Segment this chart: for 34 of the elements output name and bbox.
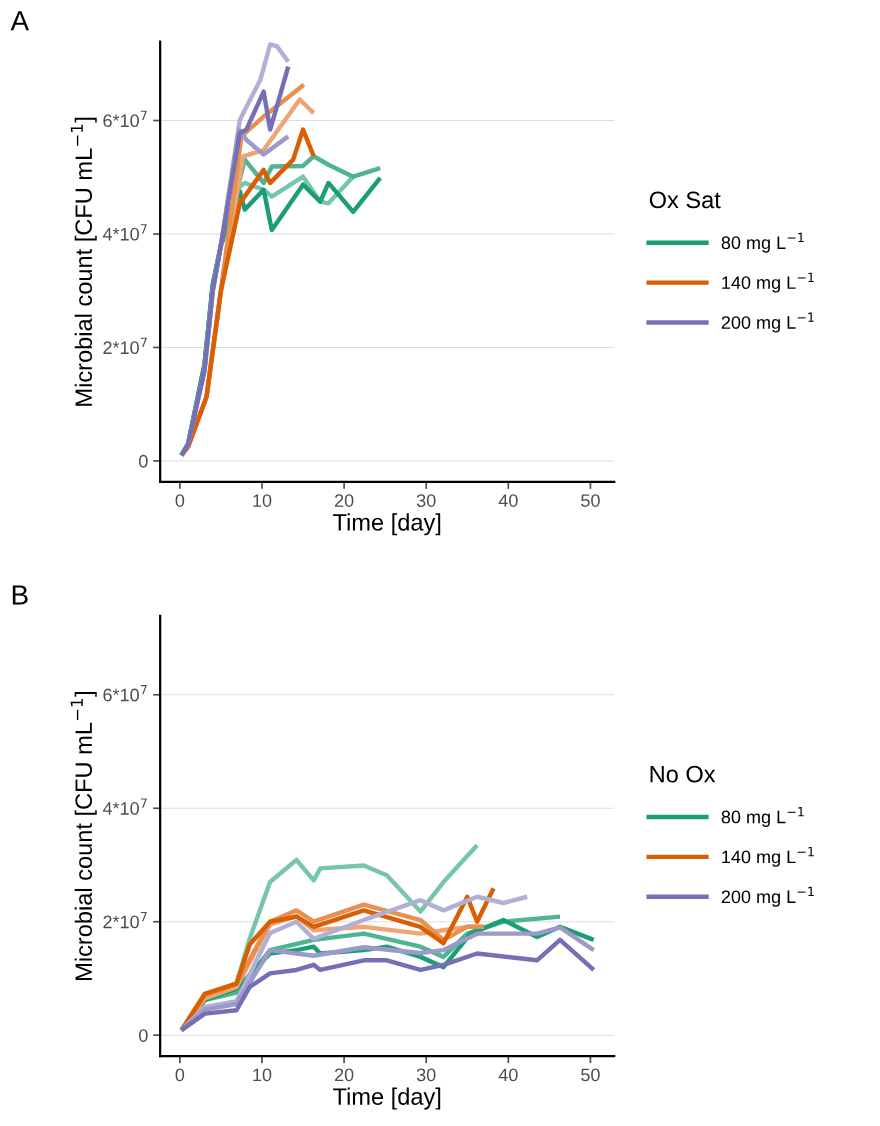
y-tick-label: 6*10$^{7}$ — [103, 110, 147, 128]
legend-label: 200 mg L$^{−1}$ — [721, 312, 814, 333]
legend-label: 200 mg L$^{−1}$ — [721, 886, 814, 907]
x-axis-title: Time [day] — [333, 513, 441, 536]
x-tick-label: 0 — [175, 1068, 185, 1082]
y-axis-title: Microbial count [CFU mL$^{−1}$] — [70, 691, 97, 980]
y-tick-label: 0 — [139, 454, 148, 468]
legend-title: Ox Sat — [649, 191, 721, 209]
chart-title: A — [10, 11, 30, 31]
legend-label: 80 mg L$^{−1}$ — [721, 807, 804, 827]
x-tick-label: 20 — [334, 1068, 354, 1082]
y-tick-label: 4*10$^{7}$ — [102, 798, 147, 815]
x-tick-label: 0 — [175, 494, 185, 507]
x-tick-label: 30 — [416, 1068, 436, 1082]
x-tick-label: 10 — [253, 494, 272, 507]
legend-label: 140 mg L$^{−1}$ — [722, 846, 814, 867]
x-tick-label: 40 — [498, 1068, 518, 1082]
x-tick-label: 10 — [253, 1068, 272, 1082]
y-tick-label: 4*10$^{7}$ — [102, 224, 147, 241]
legend-label: 140 mg L$^{−1}$ — [722, 272, 814, 293]
x-tick-label: 50 — [581, 1068, 600, 1082]
y-tick-label: 0 — [139, 1029, 148, 1042]
y-tick-label: 2*10$^{7}$ — [103, 912, 147, 929]
x-tick-label: 50 — [581, 494, 600, 507]
x-tick-label: 30 — [416, 494, 436, 507]
legend-label: 80 mg L$^{−1}$ — [721, 232, 804, 253]
x-axis-title: Time [day] — [333, 1087, 441, 1110]
x-tick-label: 20 — [334, 494, 354, 507]
chart-title: B — [12, 585, 28, 605]
x-tick-label: 40 — [498, 494, 518, 507]
y-tick-label: 6*10$^{7}$ — [103, 685, 147, 702]
legend-title: No Ox — [650, 765, 716, 783]
y-axis-title: Microbial count [CFU mL$^{−1}$] — [70, 117, 97, 406]
y-tick-label: 2*10$^{7}$ — [103, 337, 147, 355]
